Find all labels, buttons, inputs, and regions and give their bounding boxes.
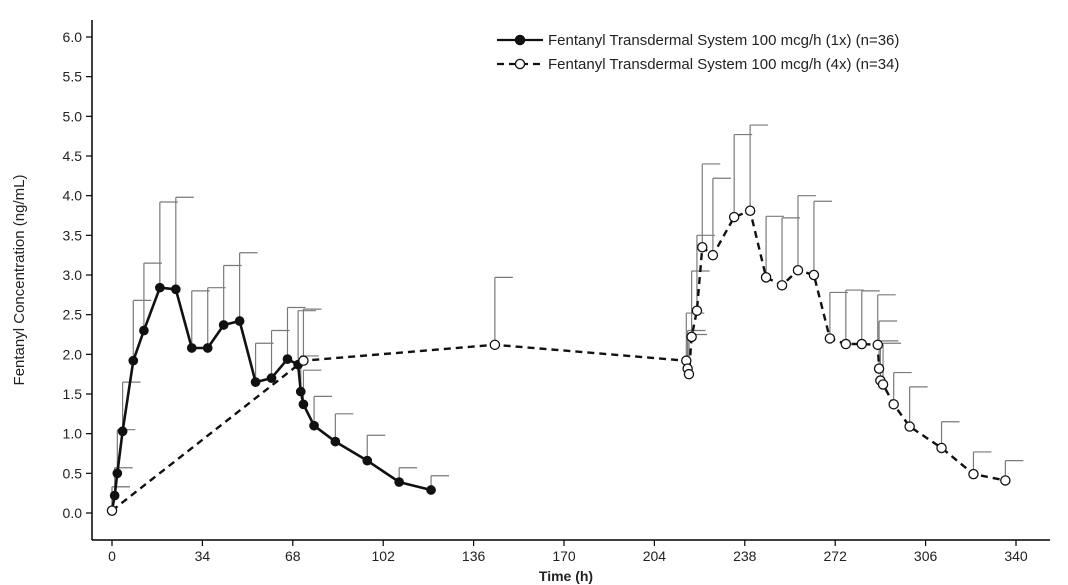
x-tick-label: 306 <box>914 548 938 564</box>
data-point-filled <box>170 284 181 295</box>
legend-label-1: Fentanyl Transdermal System 100 mcg/h (1… <box>548 32 899 49</box>
data-point-filled <box>117 426 128 437</box>
data-point-open <box>936 442 947 454</box>
data-point-filled <box>250 377 261 387</box>
x-tick-label: 238 <box>733 548 757 564</box>
x-tick-label: 272 <box>824 548 848 564</box>
series-line-1 <box>110 286 432 511</box>
data-point-open <box>968 468 979 480</box>
data-point-open <box>744 205 756 216</box>
data-point-filled <box>234 316 245 326</box>
data-point-filled <box>282 354 293 364</box>
data-point-filled <box>155 282 165 293</box>
data-point-open <box>873 363 885 374</box>
data-point-filled <box>128 355 139 366</box>
y-tick-label: 4.5 <box>63 148 83 164</box>
legend-marker-2 <box>514 58 526 70</box>
data-point-filled <box>309 420 319 431</box>
data-point-open <box>888 399 899 410</box>
data-point-filled <box>186 343 197 353</box>
data-point-open <box>1000 475 1011 486</box>
x-tick-label: 34 <box>195 548 211 564</box>
legend-label-2: Fentanyl Transdermal System 100 mcg/h (4… <box>548 56 899 73</box>
x-tick-label: 102 <box>372 548 396 564</box>
x-tick-label: 136 <box>462 548 486 564</box>
data-point-open <box>877 379 889 390</box>
data-point-filled <box>112 468 123 479</box>
data-point-open <box>697 241 708 253</box>
data-point-open <box>686 331 697 343</box>
data-point-open <box>683 368 695 380</box>
data-point-open <box>808 269 820 281</box>
series-lines-layer <box>110 209 1006 512</box>
data-point-open <box>856 338 868 350</box>
axes-layer: 0.0 0.5 1.0 1.5 2.0 2.5 3.0 3.5 4.0 4.5 5.0 5.5 6.0 0… <box>11 20 1050 584</box>
y-tick-label: 2.5 <box>63 307 83 323</box>
y-tick-label: 1.0 <box>63 426 83 442</box>
y-tick-label: 1.5 <box>63 386 83 402</box>
y-tick-label: 5.0 <box>63 108 83 124</box>
data-point-filled <box>426 485 436 495</box>
series-line-2 <box>111 209 1006 512</box>
data-point-open <box>904 421 915 432</box>
data-point-filled <box>394 477 405 487</box>
y-tick-label: 5.5 <box>63 69 83 85</box>
data-point-filled <box>266 373 277 383</box>
data-point-filled <box>330 436 341 447</box>
data-point-open <box>840 338 852 350</box>
data-point-open <box>106 505 118 516</box>
data-point-open <box>691 305 703 316</box>
data-point-open <box>489 339 501 351</box>
data-point-open <box>872 339 883 351</box>
data-point-open <box>760 272 772 283</box>
data-point-open <box>707 249 719 261</box>
x-tick-label: 68 <box>285 548 301 564</box>
y-tick-label: 3.5 <box>63 227 83 243</box>
y-tick-label: 4.0 <box>63 188 83 204</box>
y-tick-label: 2.0 <box>63 346 83 362</box>
error-bars-layer <box>111 124 1024 511</box>
x-tick-label: 204 <box>643 548 667 564</box>
data-point-filled <box>139 325 149 336</box>
x-tick-label: 0 <box>108 548 116 564</box>
x-axis-title: Time (h) <box>539 568 593 584</box>
y-tick-label: 6.0 <box>63 29 83 45</box>
data-point-filled <box>295 386 306 397</box>
y-axis-title: Fentanyl Concentration (ng/mL) <box>11 175 28 386</box>
data-point-filled <box>202 343 213 353</box>
data-point-open <box>792 264 804 276</box>
data-point-open <box>298 355 309 366</box>
legend-marker-1 <box>514 34 526 46</box>
data-point-filled <box>218 320 229 330</box>
legend: Fentanyl Transdermal System 100 mcg/h (1… <box>497 32 899 73</box>
y-tick-label: 0.0 <box>63 505 83 521</box>
x-tick-label: 340 <box>1004 548 1028 564</box>
markers-layer <box>106 205 1011 516</box>
data-point-filled <box>109 490 120 501</box>
data-point-open <box>776 280 788 291</box>
data-point-open <box>824 333 836 344</box>
data-point-filled <box>362 455 373 466</box>
x-tick-label: 170 <box>552 548 576 564</box>
y-tick-label: 0.5 <box>63 465 83 481</box>
data-point-filled <box>298 399 309 410</box>
y-tick-label: 3.0 <box>63 267 83 283</box>
data-point-open <box>728 211 740 223</box>
